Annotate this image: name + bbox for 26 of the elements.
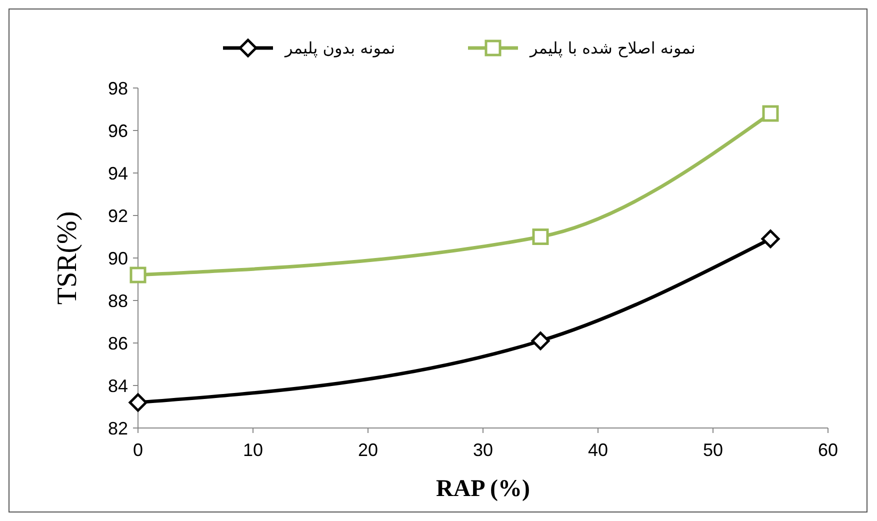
x-tick-label: 30 — [472, 440, 494, 460]
y-tick-label: 98 — [108, 78, 128, 98]
x-tick-label: 60 — [818, 440, 838, 460]
point — [761, 230, 780, 248]
y-tick-label: 82 — [108, 418, 128, 438]
y-tick-label: 96 — [108, 120, 128, 141]
x-tick-label: 50 — [702, 440, 724, 460]
point — [531, 332, 550, 350]
x-tick-label: 10 — [242, 440, 264, 460]
point — [762, 105, 779, 122]
point — [130, 266, 146, 284]
y-tick-label: 94 — [108, 163, 128, 184]
x-tick-label: 20 — [358, 440, 378, 460]
x-tick-label: 40 — [588, 440, 608, 460]
legend-label: نمونه بدون پلیمر — [284, 38, 396, 58]
x-axis-title: RAP (%) — [436, 476, 530, 502]
y-tick-label: 90 — [108, 248, 128, 268]
y-tick-label: 86 — [108, 333, 128, 354]
point — [128, 393, 148, 412]
x-tick-label: 0 — [132, 440, 144, 460]
y-tick-label: 84 — [108, 376, 128, 396]
legend-label: نمونه اصلاح شده با پلیمر — [529, 38, 696, 58]
y-tick-label: 92 — [108, 206, 128, 226]
y-tick-label: 88 — [108, 290, 128, 311]
point — [532, 228, 549, 245]
y-axis-title: TSR(%) — [52, 211, 83, 305]
